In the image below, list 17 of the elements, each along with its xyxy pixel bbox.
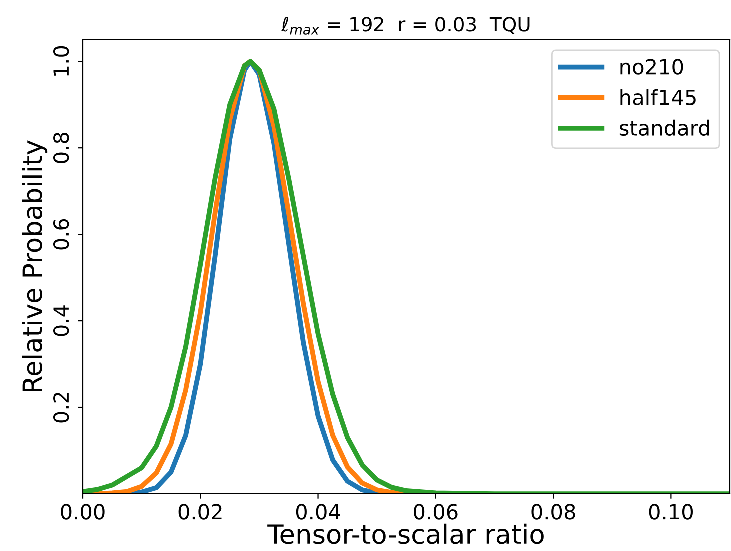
legend-label: standard [620,120,710,136]
y-tick-label: 0.8 [53,132,70,164]
y-tick-label: 0.6 [53,219,70,250]
y-tick-label: 1.0 [53,46,70,76]
legend-label: no210 [620,59,684,75]
x-tick-label: 0.08 [532,504,576,520]
y-tick-label: 0.2 [53,393,70,423]
y-axis-title: Relative Probability [22,140,48,392]
x-tick-label: 0.06 [414,504,458,520]
legend-label: half145 [620,89,696,106]
y-tick-label: 0.4 [53,306,70,336]
x-tick-label: 0.00 [61,504,105,520]
x-tick-label: 0.10 [649,504,693,520]
x-axis-title: Tensor-to-scalar ratio [268,524,544,544]
x-tick-label: 0.04 [296,504,340,520]
x-tick-label: 0.02 [178,504,222,520]
chart-title: ℓ$_{max}$ = 192 r = 0.03 TQU [281,17,530,35]
